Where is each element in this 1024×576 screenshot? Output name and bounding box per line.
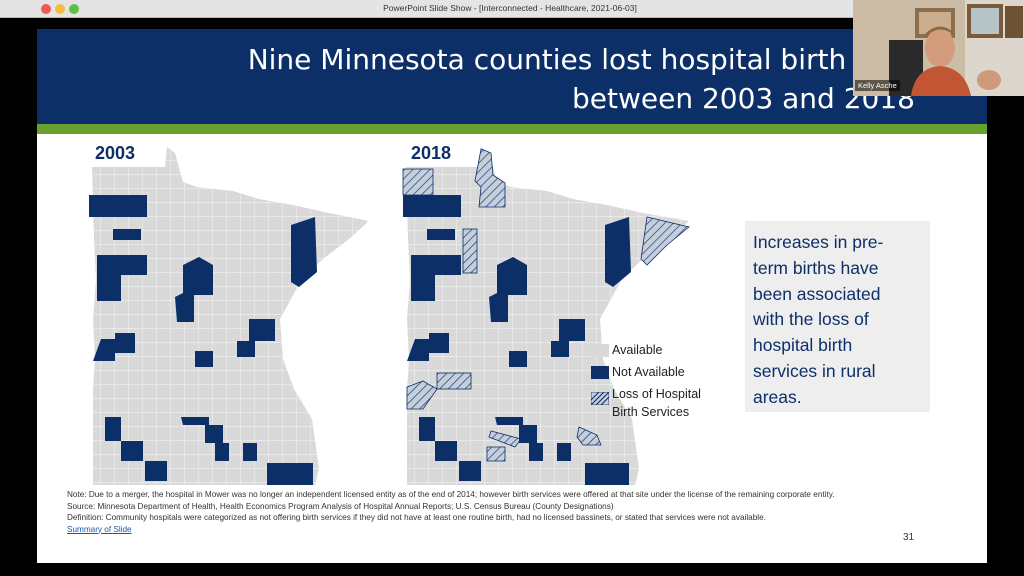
callout-line: areas. bbox=[753, 386, 802, 407]
footnote-note: Note: Due to a merger, the hospital in M… bbox=[67, 490, 835, 499]
callout-line: services in rural bbox=[753, 360, 876, 381]
legend-label-loss-line-2: Birth Services bbox=[612, 405, 690, 419]
legend-swatch-available bbox=[591, 344, 609, 357]
accent-bar bbox=[37, 124, 987, 134]
not-available-counties bbox=[89, 195, 317, 485]
minimize-window-button[interactable] bbox=[55, 4, 65, 14]
legend-swatch-loss bbox=[591, 392, 609, 405]
map-2003-minnesota bbox=[89, 147, 369, 485]
callout-line: Increases in pre- bbox=[753, 232, 884, 252]
legend-label-loss-line-1: Loss of Hospital bbox=[612, 387, 701, 401]
callout-box: Increases in pre- term births have been … bbox=[745, 221, 930, 412]
slide-title-line-1: Nine Minnesota counties lost hospital bi… bbox=[247, 43, 915, 76]
callout-line: with the loss of bbox=[753, 309, 869, 330]
participant-video-tile[interactable]: Kelly Asche bbox=[853, 0, 1024, 96]
summary-of-slide-link[interactable]: Summary of Slide bbox=[67, 524, 132, 534]
presentation-slide: Nine Minnesota counties lost hospital bi… bbox=[37, 29, 987, 563]
participant-name: Kelly Asche bbox=[855, 80, 900, 91]
map-2018-minnesota bbox=[402, 147, 690, 485]
map-2003-label: 2003 bbox=[95, 143, 136, 163]
legend-label-available: Available bbox=[612, 343, 663, 357]
legend-swatch-not-available bbox=[591, 366, 609, 379]
slide-title-banner: Nine Minnesota counties lost hospital bi… bbox=[37, 29, 987, 124]
participant-video-feed bbox=[853, 0, 1024, 96]
footnote-source: Source: Minnesota Department of Health, … bbox=[67, 501, 614, 511]
not-available-counties bbox=[403, 195, 631, 485]
maximize-window-button[interactable] bbox=[69, 4, 79, 14]
callout-line: term births have bbox=[753, 257, 879, 278]
slide-footnotes: Note: Due to a merger, the hospital in M… bbox=[67, 489, 897, 535]
window-titlebar: PowerPoint Slide Show - [Interconnected … bbox=[0, 0, 1024, 18]
legend-label-not-available: Not Available bbox=[612, 365, 685, 379]
map-2018-label: 2018 bbox=[411, 143, 452, 163]
slide-number: 31 bbox=[903, 532, 915, 543]
close-window-button[interactable] bbox=[41, 4, 51, 14]
footnote-definition: Definition: Community hospitals were cat… bbox=[67, 513, 766, 522]
callout-line: been associated bbox=[753, 283, 881, 304]
callout-line: hospital birth bbox=[753, 335, 853, 356]
lost-service-counties bbox=[402, 148, 690, 462]
window-title: PowerPoint Slide Show - [Interconnected … bbox=[383, 3, 637, 13]
